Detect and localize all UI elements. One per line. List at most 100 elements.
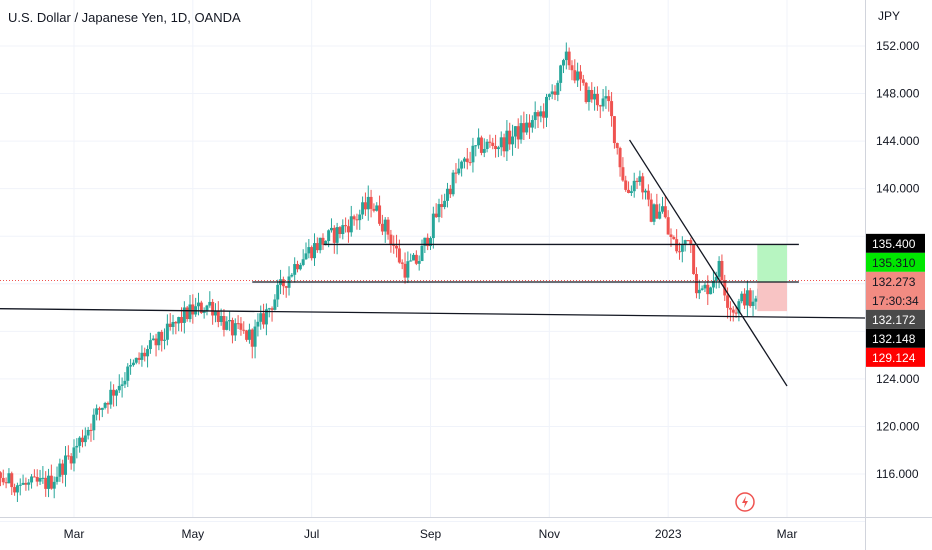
- candle-body: [700, 288, 704, 290]
- candle-body: [451, 172, 455, 195]
- candle-body: [482, 148, 486, 153]
- candle-body: [18, 484, 22, 486]
- price-badge: [866, 233, 925, 253]
- candle-body: [281, 279, 285, 287]
- candle-body: [649, 199, 653, 222]
- candle-body: [607, 96, 611, 102]
- candle-body: [66, 455, 70, 457]
- lightning-icon[interactable]: [735, 492, 755, 512]
- candle-body: [296, 264, 300, 270]
- candle-body: [477, 137, 481, 146]
- candle-body: [423, 237, 427, 246]
- price-badge: [866, 347, 925, 367]
- candle-body: [462, 158, 466, 162]
- candle-body: [499, 137, 503, 148]
- candle-body: [751, 301, 755, 307]
- candle-body: [335, 227, 339, 243]
- candle-body: [344, 225, 348, 227]
- candle-body: [355, 219, 359, 221]
- candle-body: [219, 315, 223, 323]
- candle-body: [663, 206, 667, 218]
- candle-body: [542, 111, 546, 118]
- candle-body: [41, 477, 45, 479]
- candle-body: [578, 71, 582, 80]
- candle-body: [734, 312, 738, 314]
- price-badge: [866, 271, 925, 310]
- candle-body: [120, 384, 124, 386]
- candle-body: [341, 225, 345, 235]
- candle-body: [256, 321, 260, 327]
- price-badges-layer: 135.400 135.310 132.273 17:30:34 132.172 132.…: [866, 233, 925, 367]
- candle-body: [395, 245, 399, 249]
- candle-body: [728, 307, 732, 310]
- candle-body: [748, 290, 752, 307]
- candle-body: [429, 238, 432, 247]
- long-position-target-zone[interactable]: [757, 244, 787, 282]
- candle-body: [513, 126, 517, 137]
- candle-body: [536, 112, 540, 117]
- long-position-stop-zone[interactable]: [757, 281, 787, 312]
- candle-body: [321, 237, 325, 245]
- icon-layer[interactable]: [735, 492, 755, 512]
- candle-body: [389, 234, 393, 245]
- price-badge-label: 135.400: [872, 237, 916, 251]
- candle-body: [666, 217, 670, 235]
- candle-body: [431, 213, 435, 239]
- candle-body: [329, 227, 333, 231]
- candle-body: [58, 463, 62, 477]
- horizontal-level-line[interactable]: [0, 308, 866, 319]
- x-tick-label: Jul: [304, 527, 319, 541]
- drawings-layer[interactable]: [0, 139, 866, 387]
- candle-body: [318, 237, 322, 251]
- candle-body: [375, 205, 379, 211]
- candle-body: [400, 262, 404, 264]
- candle-body: [205, 305, 209, 312]
- candle-body: [595, 93, 599, 106]
- candle-body: [361, 202, 365, 215]
- y-tick-label: 140.000: [876, 182, 920, 196]
- candle-body: [593, 93, 597, 100]
- candle-body: [412, 254, 416, 261]
- x-tick-label: Sep: [420, 527, 442, 541]
- candle-body: [157, 331, 161, 346]
- candle-body: [112, 389, 116, 396]
- y-tick-label: 144.000: [876, 134, 920, 148]
- trend-line[interactable]: [628, 139, 788, 387]
- candle-body: [426, 237, 430, 247]
- candle-body: [601, 98, 605, 107]
- candle-body: [324, 241, 328, 245]
- candle-body: [24, 482, 28, 485]
- candle-body: [612, 116, 616, 144]
- candle-body: [460, 161, 464, 169]
- candle-body: [403, 263, 407, 278]
- candle-body: [414, 254, 418, 264]
- candle-body: [479, 137, 483, 153]
- candle-body: [683, 240, 687, 246]
- candle-body: [706, 284, 710, 295]
- price-badge-label: 132.148: [872, 332, 916, 346]
- candle-body: [743, 293, 747, 306]
- candle-body: [658, 211, 662, 219]
- candle-body: [474, 145, 478, 147]
- currency-label: JPY: [878, 9, 900, 23]
- candle-body: [553, 91, 557, 95]
- candle-body: [185, 307, 189, 320]
- candle-body: [154, 338, 158, 346]
- candle-body: [151, 338, 155, 341]
- candle-body: [714, 276, 718, 281]
- candle-body: [598, 105, 602, 107]
- candle-body: [669, 234, 673, 237]
- x-tick-label: Mar: [777, 527, 798, 541]
- candle-body: [174, 321, 178, 324]
- candle-body: [106, 402, 110, 405]
- candle-body: [35, 476, 39, 482]
- y-tick-label: 152.000: [876, 39, 920, 53]
- price-badge-label: 129.124: [872, 351, 916, 365]
- candle-body: [502, 137, 506, 152]
- candle-body: [545, 96, 549, 118]
- y-tick-label: 148.000: [876, 87, 920, 101]
- candle-body: [146, 349, 150, 357]
- candle-body: [117, 385, 121, 391]
- candle-body: [471, 145, 475, 163]
